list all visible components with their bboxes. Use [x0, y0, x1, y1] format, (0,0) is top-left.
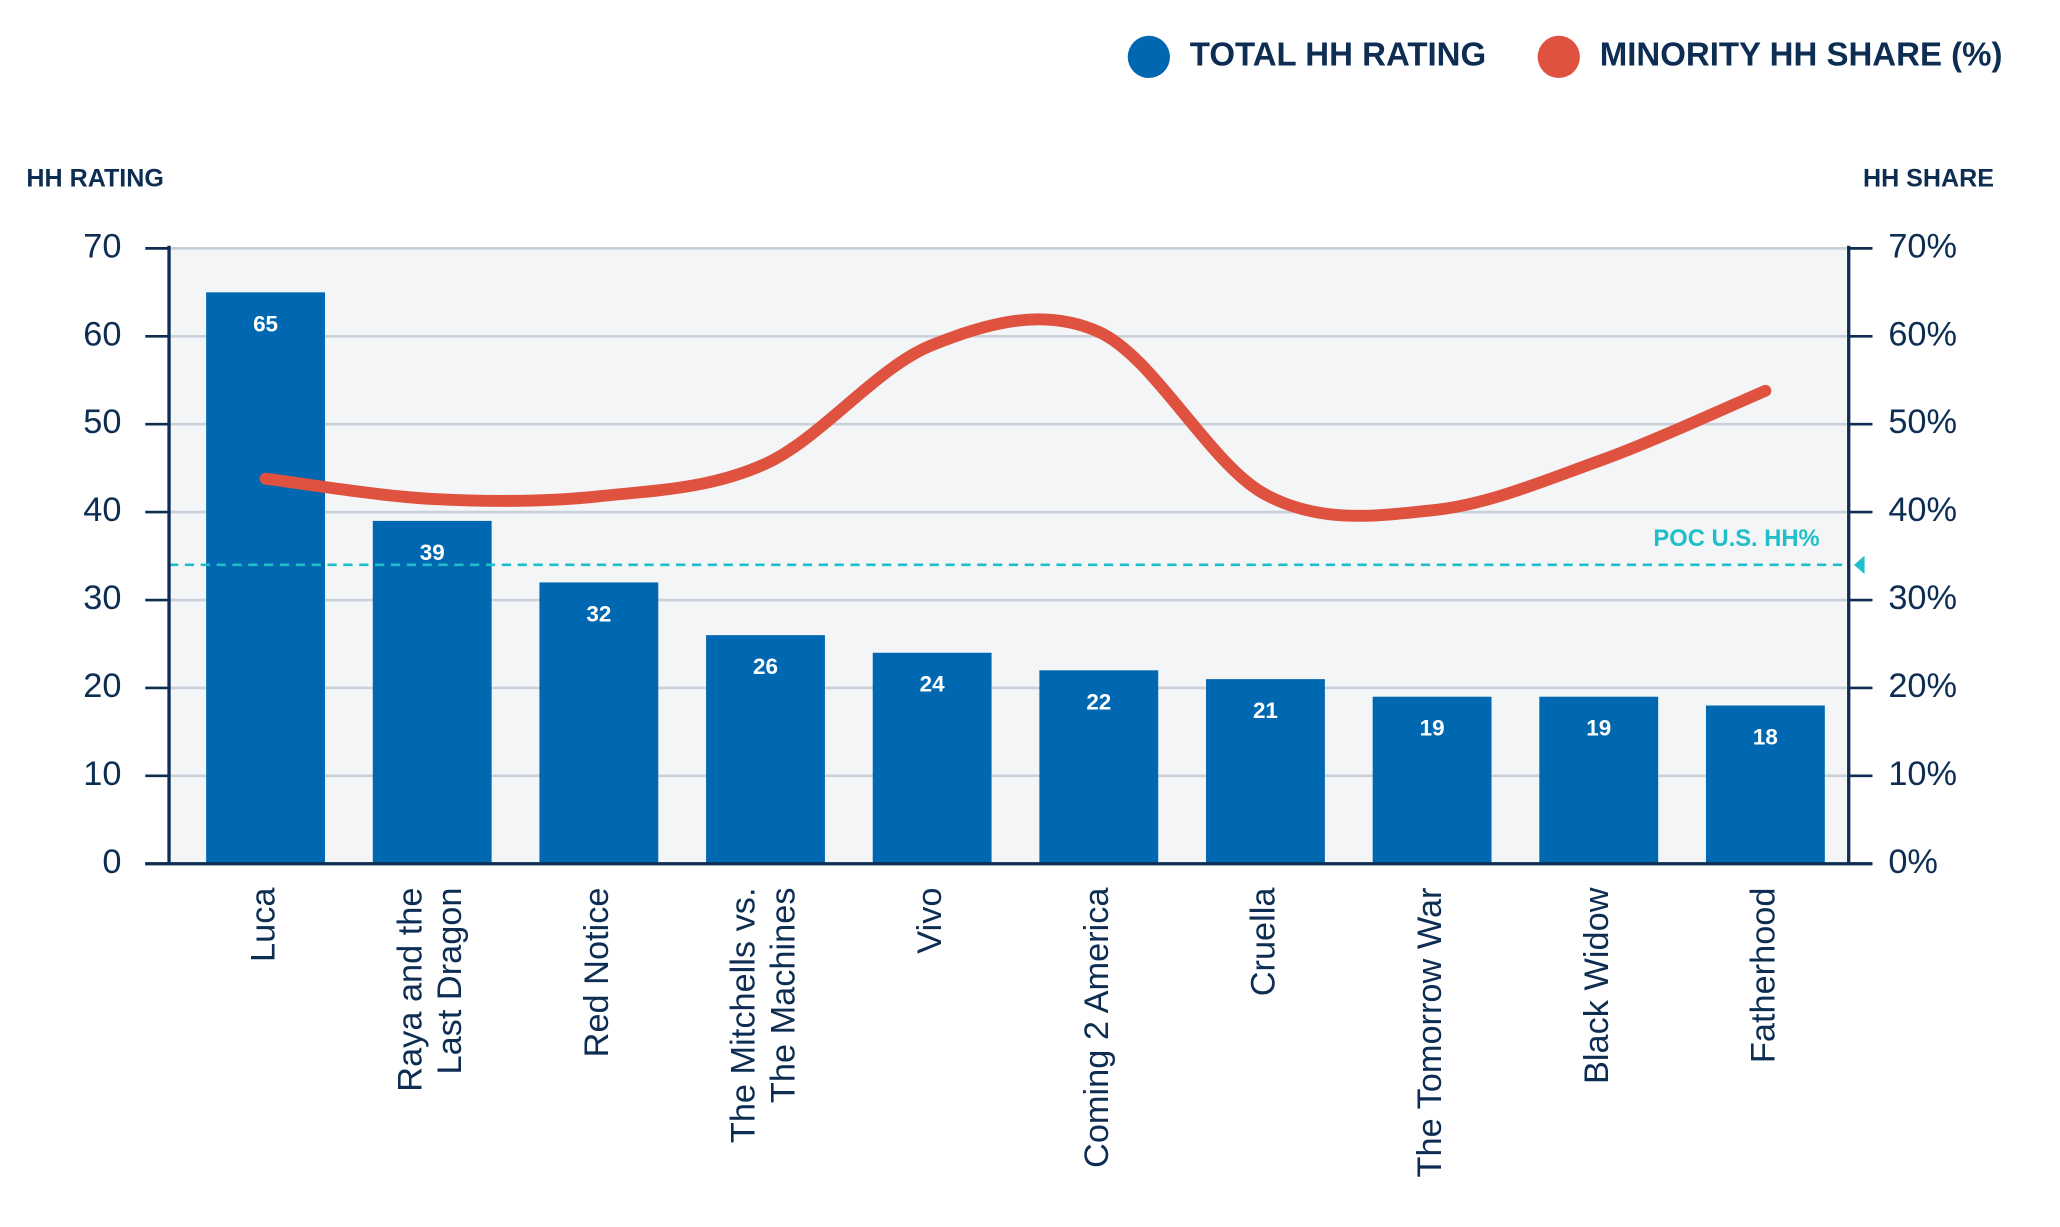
- y2-tick-label: 20%: [1888, 667, 1957, 705]
- line: [259, 313, 1772, 522]
- y2-tick-label: 60%: [1888, 315, 1957, 353]
- reference-label: POC U.S. HH%: [1653, 525, 1819, 552]
- x-tick-label: Red Notice: [578, 888, 616, 1058]
- bar-value-label: 19: [1586, 716, 1611, 741]
- bar-value-label: 21: [1253, 698, 1278, 723]
- y2-tick-label: 30%: [1888, 579, 1957, 617]
- x-tick-label: Cruella: [1245, 887, 1283, 997]
- bar-value-label: 26: [753, 654, 778, 679]
- y-tick-label: 40: [83, 491, 121, 529]
- x-tick-label: Vivo: [911, 888, 949, 954]
- bar-value-label: 24: [920, 672, 945, 697]
- bar: [872, 652, 992, 864]
- x-tick-label: The Mitchells vs.The Machines: [725, 888, 803, 1144]
- bar-value-label: 32: [586, 601, 611, 626]
- x-tick-label: The Tomorrow War: [1411, 888, 1449, 1178]
- y2-tick-label: 50%: [1888, 403, 1957, 441]
- y2-tick-label: 40%: [1888, 491, 1957, 529]
- y2-tick-label: 10%: [1888, 755, 1957, 793]
- x-tick-label: Fatherhood: [1744, 888, 1782, 1064]
- y2-tick-label: 70%: [1888, 227, 1957, 265]
- y2-axis-title: HH SHARE: [1863, 164, 1994, 192]
- y-tick-label: 10: [83, 755, 121, 793]
- y-tick-label: 0: [102, 843, 121, 881]
- bar: [706, 635, 825, 864]
- bar: [206, 292, 325, 864]
- x-tick-label: Black Widow: [1578, 887, 1616, 1084]
- bar-value-label: 18: [1753, 724, 1778, 749]
- reference-marker: [1854, 555, 1865, 575]
- bar: [1372, 696, 1492, 864]
- y2-tick-label: 0%: [1888, 843, 1938, 881]
- x-tick-label: Coming 2 America: [1078, 887, 1116, 1168]
- bar-value-label: 65: [253, 311, 278, 336]
- bar-value-label: 19: [1420, 716, 1445, 741]
- x-tick-label: Raya and theLast Dragon: [391, 888, 469, 1092]
- bar: [539, 582, 659, 864]
- legend-marker: [1537, 35, 1580, 79]
- legend-marker: [1127, 35, 1170, 79]
- legend-label: TOTAL HH RATING: [1190, 36, 1486, 73]
- y-axis-title: HH RATING: [26, 164, 163, 192]
- y-tick-label: 30: [83, 579, 121, 617]
- bar: [1206, 679, 1325, 864]
- bar: [1539, 696, 1659, 864]
- bar: [1705, 705, 1825, 864]
- y-tick-label: 50: [83, 403, 121, 441]
- y-tick-label: 20: [83, 667, 121, 705]
- y-tick-label: 70: [83, 227, 121, 265]
- legend-label: MINORITY HH SHARE (%): [1600, 36, 2003, 73]
- bar-value-label: 39: [420, 540, 445, 565]
- bar: [1039, 670, 1159, 864]
- bar-value-label: 22: [1086, 689, 1111, 714]
- bar: [372, 520, 492, 864]
- y-tick-label: 60: [83, 315, 121, 353]
- x-tick-label: Luca: [245, 887, 283, 962]
